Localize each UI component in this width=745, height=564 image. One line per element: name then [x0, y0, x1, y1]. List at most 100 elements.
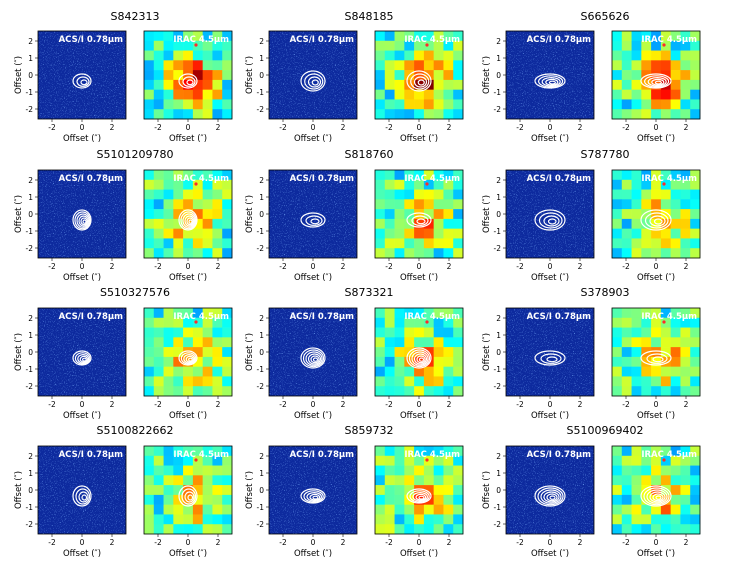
irac-pixel: [384, 386, 395, 397]
irac-pixel: [690, 317, 701, 328]
irac-pixel: [641, 89, 652, 100]
irac-pixel: [375, 317, 386, 328]
x-tick-label: 2: [216, 123, 221, 132]
irac-pixel: [690, 465, 701, 476]
irac-pixel: [222, 337, 233, 348]
irac-pixel: [641, 109, 652, 120]
irac-pixel: [144, 504, 155, 515]
irac-pixel: [212, 386, 223, 397]
irac-pixel: [660, 109, 671, 120]
irac-pixel: [192, 465, 203, 476]
irac-pixel: [163, 465, 174, 476]
irac-pixel: [404, 99, 415, 110]
irac-pixel: [680, 465, 691, 476]
y-tick-label: -2: [494, 520, 502, 529]
irac-pixel: [375, 218, 386, 229]
irac-pixel: [651, 60, 662, 71]
irac-pixel: [433, 514, 444, 525]
irac-pixel: [680, 70, 691, 81]
irac-pixel: [173, 79, 184, 90]
y-tick-label: -1: [26, 88, 34, 97]
irac-pixel: [651, 337, 662, 348]
irac-pixel: [423, 199, 434, 210]
x-tick-label: 0: [417, 538, 422, 547]
irac-pixel: [183, 248, 194, 259]
irac-image: IRAC 4.5μm -2 0 2 Offset (″): [143, 445, 233, 559]
irac-pixel: [144, 524, 155, 535]
irac-pixel: [453, 386, 464, 397]
irac-pixel: [163, 376, 174, 387]
irac-pixel: [621, 347, 632, 358]
irac-pixel: [660, 60, 671, 71]
acs-band-label: ACS/I 0.78μm: [527, 312, 592, 322]
irac-image: IRAC 4.5μm -2 0 2 Offset (″): [611, 169, 701, 283]
irac-pixel: [453, 60, 464, 71]
irac-pixel: [144, 485, 155, 496]
x-tick-label: -2: [385, 123, 393, 132]
irac-pixel: [670, 475, 681, 486]
irac-pixel: [192, 89, 203, 100]
irac-pixel: [433, 524, 444, 535]
irac-pixel: [173, 514, 184, 525]
contour-line: [300, 212, 326, 228]
irac-pixel: [660, 89, 671, 100]
irac-pixel: [173, 228, 184, 239]
irac-pixel: [433, 327, 444, 338]
irac-pixel: [394, 50, 405, 61]
acs-noise: [506, 31, 594, 119]
irac-pixel: [621, 60, 632, 71]
x-axis-label: Offset (″): [637, 273, 675, 283]
irac-pixel: [680, 366, 691, 377]
irac-pixel: [641, 60, 652, 71]
irac-pixel: [202, 386, 213, 397]
irac-pixel: [384, 228, 395, 239]
irac-pixel: [375, 199, 386, 210]
irac-pixel: [144, 347, 155, 358]
irac-pixel: [651, 446, 662, 457]
irac-pixel: [670, 179, 681, 190]
contour-line: [644, 212, 669, 229]
source-id-title: S787780: [581, 148, 630, 161]
irac-pixel: [212, 494, 223, 505]
acs-band-label: ACS/I 0.78μm: [290, 174, 355, 184]
x-tick-label: 2: [447, 262, 452, 271]
contour-line: [181, 488, 197, 505]
source-id-title: S5101209780: [97, 148, 174, 161]
irac-pixel: [173, 317, 184, 328]
irac-pixel: [433, 199, 444, 210]
irac-pixel: [404, 228, 415, 239]
y-tick-label: 1: [259, 331, 264, 340]
contour-line: [534, 485, 566, 507]
irac-pixel: [144, 31, 155, 42]
y-axis-label: Offset (″): [14, 471, 24, 509]
irac-pixel: [453, 199, 464, 210]
irac-pixel: [394, 170, 405, 181]
y-tick-label: -2: [257, 244, 265, 253]
x-tick-label: 2: [110, 538, 115, 547]
irac-pixel: [423, 109, 434, 120]
contour-line: [548, 80, 557, 85]
irac-pixel: [222, 228, 233, 239]
irac-pixel: [443, 99, 454, 110]
x-tick-label: 2: [341, 538, 346, 547]
irac-pixel: [433, 504, 444, 515]
irac-pixel: [651, 308, 662, 319]
irac-pixel: [222, 455, 233, 466]
irac-pixel: [153, 170, 164, 181]
irac-pixel: [404, 31, 415, 42]
irac-pixel: [621, 376, 632, 387]
contour-line: [415, 493, 427, 501]
irac-pixel: [394, 308, 405, 319]
irac-pixel: [192, 337, 203, 348]
irac-pixel: [163, 79, 174, 90]
x-tick-label: -2: [622, 123, 630, 132]
irac-pixel: [621, 238, 632, 249]
contour-line: [543, 491, 560, 503]
irac-pixel: [660, 524, 671, 535]
irac-pixel: [433, 494, 444, 505]
irac-pixel: [631, 189, 642, 200]
irac-pixel: [202, 50, 213, 61]
irac-band-label: IRAC 4.5μm: [173, 35, 229, 45]
irac-pixel: [404, 337, 415, 348]
irac-pixel: [433, 179, 444, 190]
